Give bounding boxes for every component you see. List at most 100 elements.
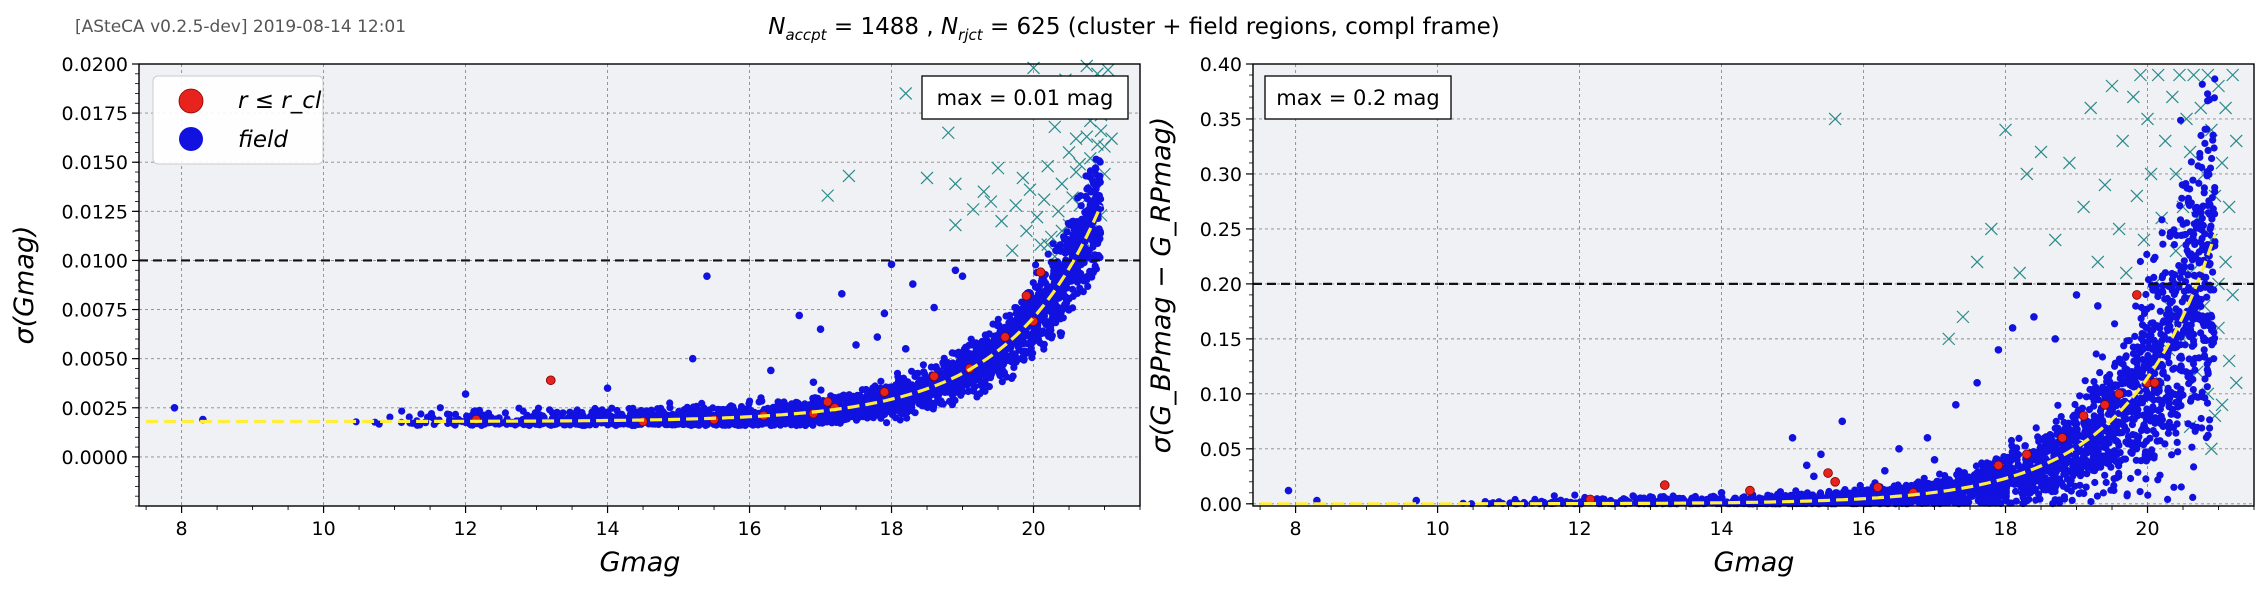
field-point [2158, 229, 2166, 237]
field-point [1034, 290, 1042, 298]
field-point [2104, 435, 2112, 444]
field-point [2201, 375, 2209, 383]
rejected-point [1080, 59, 1094, 73]
field-point [2181, 341, 2189, 349]
field-point [1010, 363, 1018, 371]
field-point [841, 395, 849, 403]
field-point [2178, 181, 2186, 189]
field-point [1052, 246, 1060, 255]
cluster-point [1000, 332, 1010, 342]
field-point [2206, 164, 2215, 172]
rejected-point [1030, 210, 1044, 224]
x-tick-label: 14 [595, 518, 619, 540]
field-point [877, 377, 885, 385]
field-point [787, 417, 795, 425]
field-point [2137, 335, 2146, 343]
field-point [989, 338, 997, 346]
version-stamp: [ASteCA v0.2.5-dev] 2019-08-14 12:01 [75, 17, 406, 37]
field-point [966, 350, 974, 359]
field-point [978, 345, 987, 353]
field-point [2170, 241, 2178, 249]
field-point [1042, 317, 1050, 325]
field-point [2110, 486, 2118, 495]
field-point [2087, 498, 2095, 506]
field-point [2159, 272, 2167, 280]
field-point [688, 405, 696, 413]
field-point [2112, 437, 2120, 445]
field-point [718, 408, 727, 416]
field-point [2032, 424, 2040, 432]
field-point [629, 421, 637, 429]
rejected-point [1041, 159, 1055, 173]
field-point [894, 373, 902, 381]
field-point [1062, 295, 1070, 303]
field-point [776, 421, 785, 429]
field-point [2124, 366, 2132, 375]
rejected-point [1090, 138, 1104, 151]
field-point [993, 320, 1001, 328]
field-point [1051, 297, 1059, 306]
field-point [1069, 231, 1077, 239]
field-point [887, 260, 896, 269]
field-point [2177, 267, 2185, 275]
y-tick-label: 0.0200 [62, 54, 128, 76]
field-point [849, 392, 857, 400]
rejected-point [948, 218, 962, 232]
field-point [795, 311, 804, 320]
field-point [2190, 330, 2198, 338]
field-point [1059, 247, 1067, 255]
field-point [417, 410, 425, 418]
field-point [2194, 162, 2202, 170]
field-point [951, 384, 959, 392]
rejected-point [1055, 177, 1069, 191]
rejected-point [1069, 165, 1083, 179]
field-point [2133, 353, 2141, 362]
field-point [838, 290, 846, 298]
field-point [1088, 268, 1096, 276]
field-point [901, 384, 909, 392]
field-point [1095, 251, 1103, 260]
field-point [919, 361, 928, 369]
field-point [1022, 347, 1030, 356]
field-point [2127, 474, 2135, 483]
field-point [1960, 469, 1968, 477]
rejected-point [948, 177, 962, 191]
field-point [2071, 482, 2079, 490]
y-axis-label: σ(Gmag) [9, 225, 40, 344]
field-point [2158, 287, 2166, 295]
field-point [675, 407, 683, 415]
field-point [2119, 360, 2127, 368]
rejected-point [1066, 191, 1079, 205]
field-point [883, 419, 891, 427]
title-suffix: (cluster + field regions, compl frame) [1068, 14, 1500, 40]
field-point [2150, 273, 2158, 281]
field-point [1044, 250, 1052, 258]
field-point [1076, 228, 1084, 236]
field-point [2181, 230, 2190, 239]
field-point [958, 272, 967, 280]
field-point [1077, 202, 1085, 210]
field-point [703, 272, 711, 280]
field-point [2151, 253, 2159, 261]
field-point [666, 404, 674, 412]
field-point [700, 404, 708, 412]
field-point [1003, 373, 1011, 381]
field-point [941, 388, 949, 396]
field-point [1050, 304, 1058, 312]
field-point [688, 354, 697, 363]
rejected-point [1023, 183, 1037, 197]
field-point [2082, 483, 2090, 491]
field-point [1069, 304, 1077, 312]
field-point [858, 386, 867, 394]
field-point [1010, 350, 1019, 358]
field-point [1091, 164, 1099, 172]
rejected-point [995, 214, 1008, 228]
rejected-point [966, 202, 980, 216]
field-point [2183, 219, 2191, 227]
field-point [1009, 372, 1017, 380]
field-point [930, 303, 938, 312]
field-point [2173, 438, 2181, 446]
field-point [2094, 447, 2102, 455]
field-point [981, 331, 989, 339]
field-point [2198, 80, 2206, 88]
